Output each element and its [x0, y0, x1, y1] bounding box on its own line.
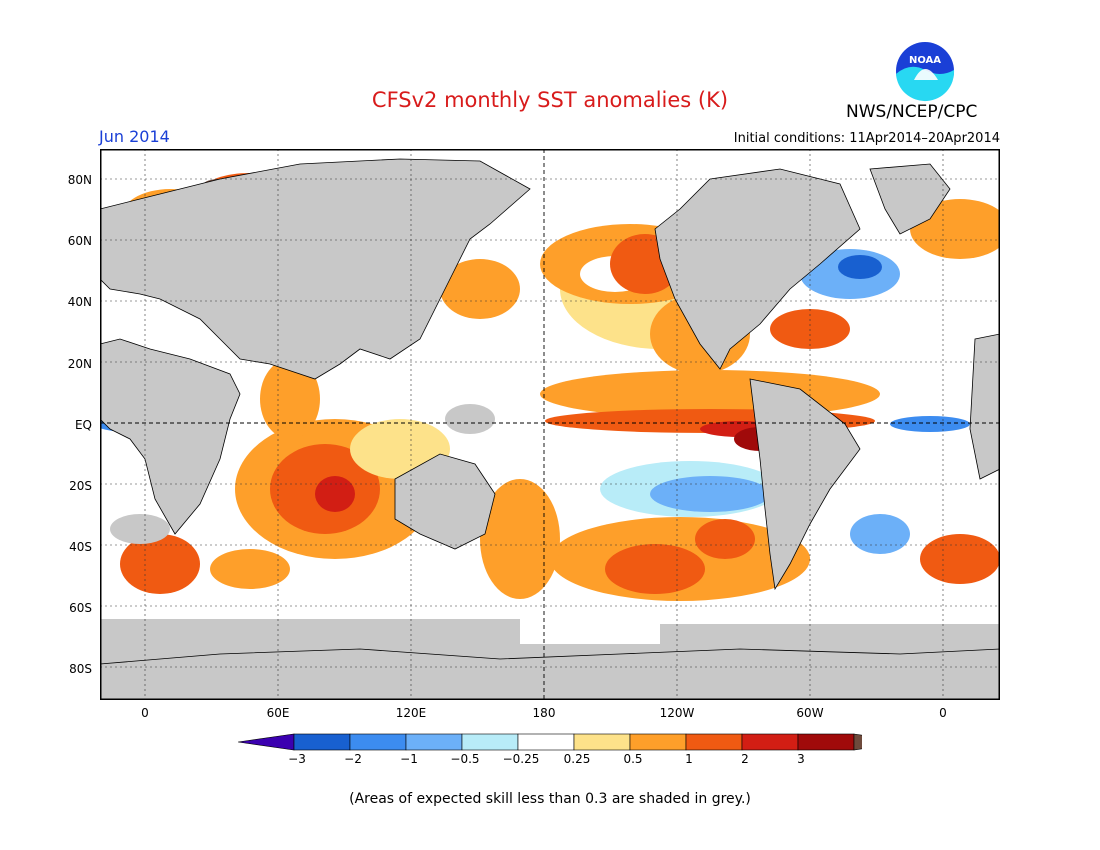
colorbar-tick-label: 2	[741, 752, 749, 766]
lat-label-60n: 60N	[67, 234, 92, 248]
lat-label-20s: 20S	[69, 479, 92, 493]
colorbar-cell	[293, 733, 351, 751]
lat-label-20n: 20N	[67, 357, 92, 371]
skill-note: (Areas of expected skill less than 0.3 a…	[349, 791, 751, 807]
colorbar-cell	[741, 733, 799, 751]
anomaly-patch	[260, 359, 320, 439]
agency-label: NWS/NCEP/CPC	[846, 102, 978, 122]
map-frame	[100, 149, 1000, 700]
anomaly-patch	[890, 416, 970, 432]
colorbar-cells	[238, 733, 862, 751]
anomaly-patch	[920, 534, 1000, 584]
colorbar-cell	[517, 733, 575, 751]
lon-label-0-east: 0	[939, 706, 947, 720]
map-title: CFSv2 monthly SST anomalies (K)	[371, 88, 729, 112]
equator-dateline	[100, 149, 1000, 700]
land-masses	[100, 158, 1000, 700]
colorbar-tick-label: −1	[400, 752, 418, 766]
colorbar	[238, 733, 862, 751]
landmass-africa	[100, 338, 241, 535]
colorbar-tick-label: −2	[344, 752, 362, 766]
colorbar-tick-label: 0.25	[563, 752, 591, 766]
anomaly-patch	[315, 476, 355, 512]
lon-label-60w: 60W	[796, 706, 824, 720]
colorbar-cell	[685, 733, 743, 751]
colorbar-cell	[349, 733, 407, 751]
logo-text: NOAA	[909, 55, 941, 66]
anomaly-patch	[838, 255, 882, 279]
colorbar-cell	[405, 733, 463, 751]
lon-label-60e: 60E	[266, 706, 290, 720]
colorbar-cell	[629, 733, 687, 751]
lat-label-40s: 40S	[69, 540, 92, 554]
colorbar-cell	[461, 733, 519, 751]
landmass-north-america	[654, 168, 861, 370]
forecast-month: Jun 2014	[99, 127, 170, 146]
landmass-eurasia	[100, 158, 531, 380]
anomaly-patch	[605, 544, 705, 594]
anomaly-patch	[850, 514, 910, 554]
anomaly-patch	[210, 549, 290, 589]
landmass-africa-east-edge	[969, 333, 1000, 480]
colorbar-cell	[797, 733, 855, 751]
lat-label-eq: EQ	[74, 418, 92, 432]
anomaly-patch	[480, 479, 560, 599]
anomaly-patch	[440, 259, 520, 319]
sst-anomaly-map	[100, 149, 1000, 700]
landmass-antarctica	[100, 648, 1000, 700]
lon-label-180: 180	[532, 706, 556, 720]
lat-label-80s: 80S	[69, 662, 92, 676]
noaa-logo-icon: NOAA	[896, 42, 955, 102]
landmass-australia	[394, 453, 496, 550]
colorbar-tick-label: −3	[288, 752, 306, 766]
landmass-greenland	[869, 163, 951, 235]
lat-label-60s: 60S	[69, 601, 92, 615]
anomaly-patch	[120, 534, 200, 594]
colorbar-cell	[238, 733, 295, 751]
lon-label-120w: 120W	[659, 706, 695, 720]
lat-label-40n: 40N	[67, 295, 92, 309]
colorbar-tick-label: 1	[685, 752, 693, 766]
colorbar-tick-label: 3	[797, 752, 805, 766]
initial-conditions: Initial conditions: 11Apr2014–20Apr2014	[733, 131, 1000, 146]
lat-label-80n: 80N	[67, 173, 92, 187]
colorbar-tick-label: −0.5	[450, 752, 480, 766]
colorbar-cell	[853, 733, 862, 751]
lon-label-120e: 120E	[395, 706, 427, 720]
colorbar-tick-label: −0.25	[502, 752, 540, 766]
colorbar-tick-label: 0.5	[623, 752, 643, 766]
colorbar-cell	[573, 733, 631, 751]
anomaly-patch	[695, 519, 755, 559]
anomaly-patch	[650, 476, 770, 512]
lon-label-0-west: 0	[141, 706, 149, 720]
grid-lines	[100, 149, 1000, 700]
